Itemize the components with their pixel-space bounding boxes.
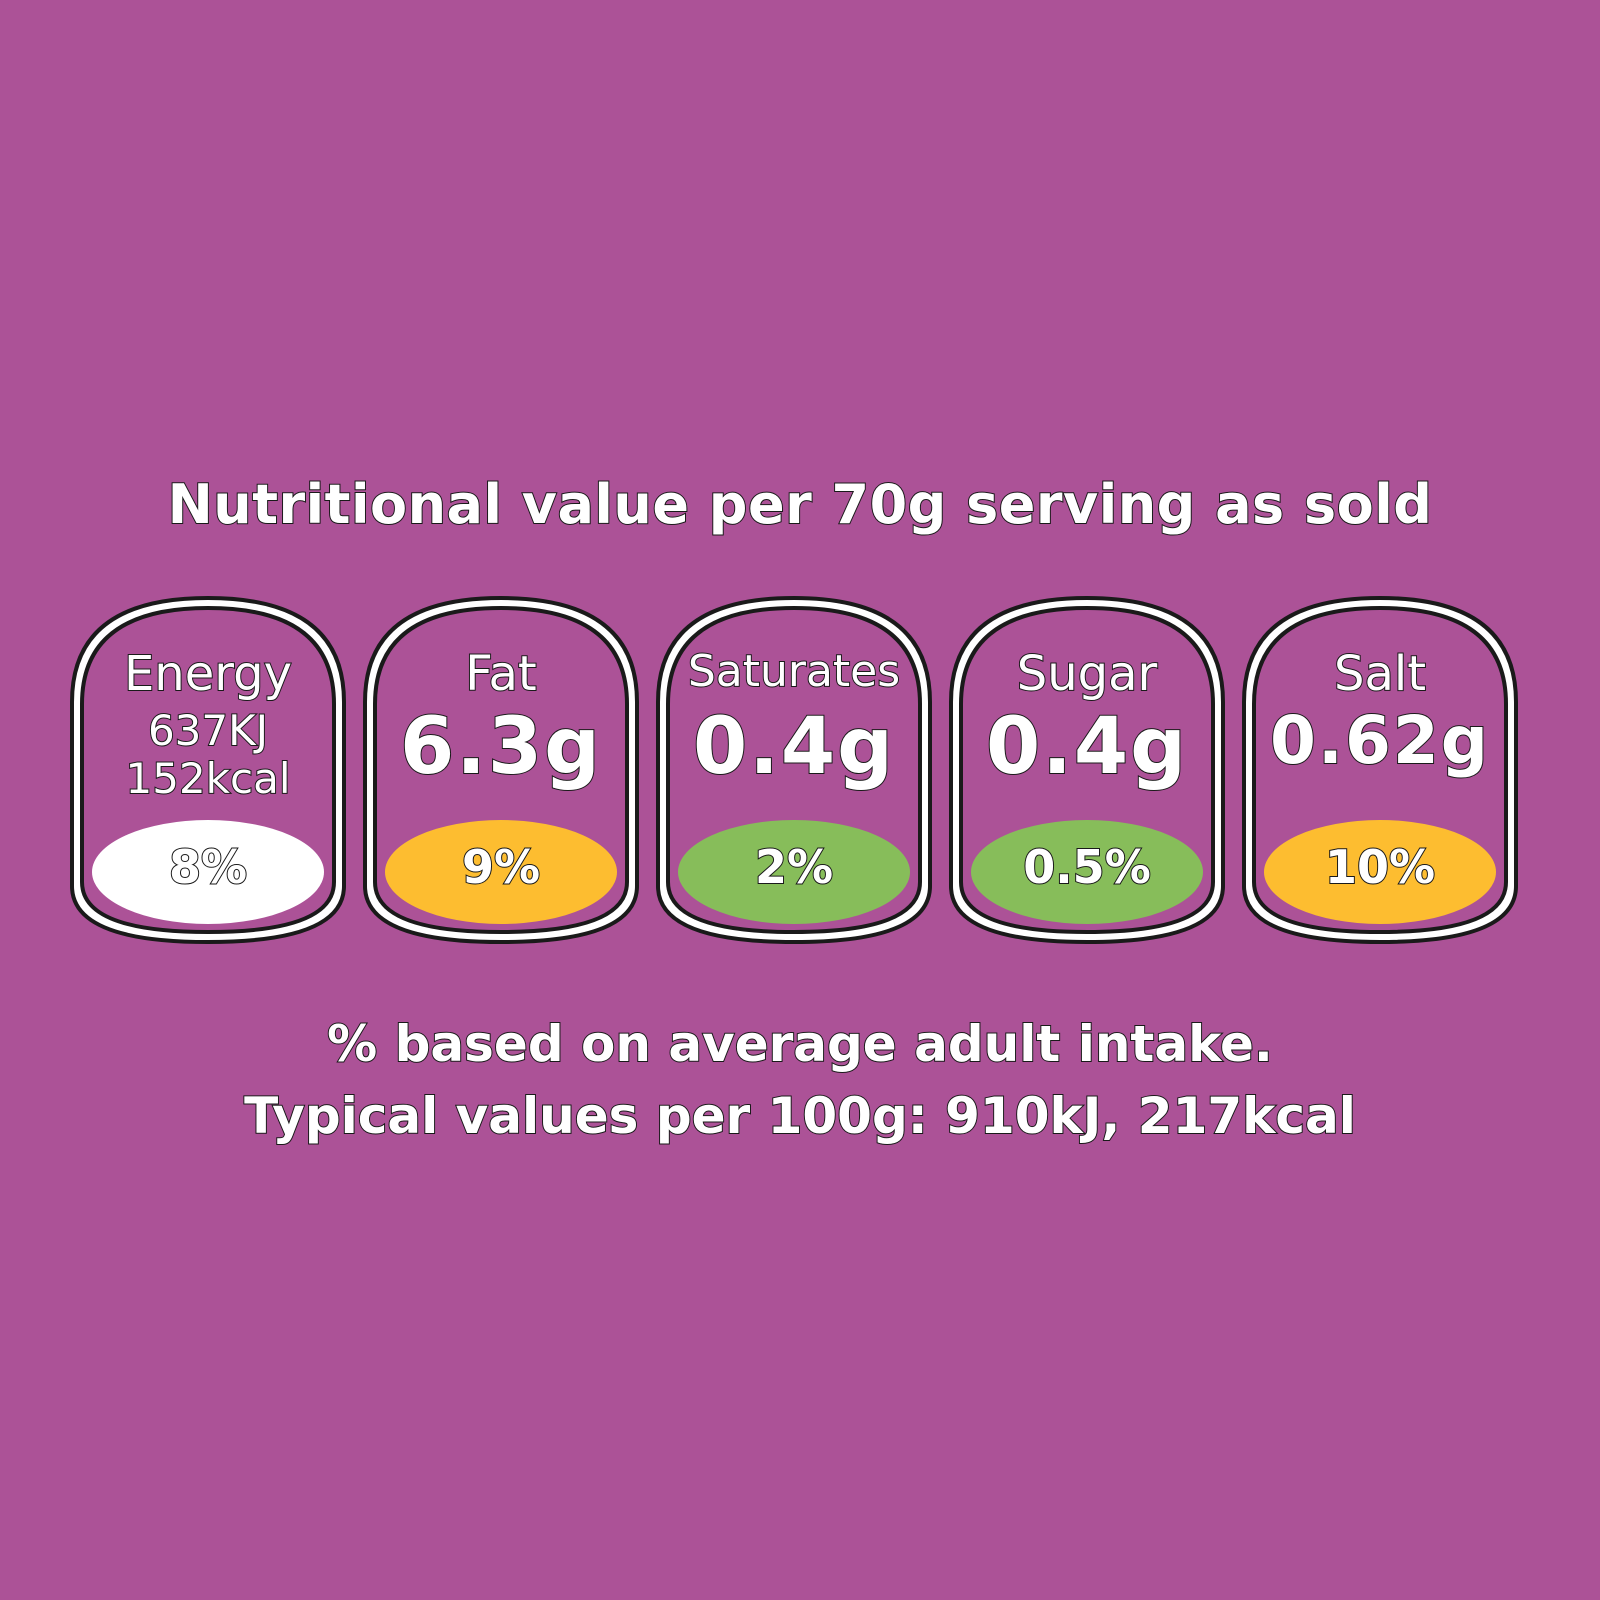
badge-sugar-value: 0.4g xyxy=(985,701,1188,793)
badge-energy: Energy 637KJ 152kcal 8% xyxy=(68,594,348,946)
footnote-typical-values: Typical values per 100g: 910kJ, 217kcal xyxy=(243,1086,1357,1146)
badge-fat-shape xyxy=(363,595,639,945)
badge-sugar-rating-pill xyxy=(971,820,1203,924)
badge-salt-rating-pill xyxy=(1264,820,1496,924)
badge-salt-percent: 10% xyxy=(1324,839,1436,895)
badge-saturates: Saturates 0.4g 2% xyxy=(654,594,934,946)
badge-fat-label: Fat xyxy=(464,645,537,703)
badge-salt-shape xyxy=(1242,595,1518,945)
badge-saturates-label: Saturates xyxy=(687,645,901,698)
badge-energy-kj: 637KJ xyxy=(147,705,269,756)
badge-salt-label: Salt xyxy=(1333,645,1427,703)
badge-sugar-shape xyxy=(949,595,1225,945)
badge-sugar-percent: 0.5% xyxy=(1022,839,1152,895)
badge-energy-percent: 8% xyxy=(168,839,248,895)
serving-title: Nutritional value per 70g serving as sol… xyxy=(167,473,1433,536)
badge-energy-label: Energy xyxy=(123,645,293,703)
badge-salt: Salt 0.62g 10% xyxy=(1240,594,1520,946)
footnote: % based on average adult intake. Typical… xyxy=(0,1008,1600,1152)
badge-fat: Fat 6.3g 9% xyxy=(361,594,641,946)
badge-energy-rating-pill xyxy=(92,820,324,924)
badge-fat-percent: 9% xyxy=(461,839,541,895)
badge-saturates-value: 0.4g xyxy=(692,701,895,793)
badge-sugar-label: Sugar xyxy=(1016,645,1159,703)
badge-energy-kcal: 152kcal xyxy=(125,753,292,804)
badge-saturates-percent: 2% xyxy=(754,839,834,895)
badge-sugar: Sugar 0.4g 0.5% xyxy=(947,594,1227,946)
badge-fat-rating-pill xyxy=(385,820,617,924)
badge-saturates-rating-pill xyxy=(678,820,910,924)
badge-energy-shape xyxy=(70,595,346,945)
badge-fat-value: 6.3g xyxy=(399,701,602,793)
badge-salt-value: 0.62g xyxy=(1269,701,1491,780)
footnote-intake: % based on average adult intake. xyxy=(326,1014,1274,1074)
badge-saturates-shape xyxy=(656,595,932,945)
